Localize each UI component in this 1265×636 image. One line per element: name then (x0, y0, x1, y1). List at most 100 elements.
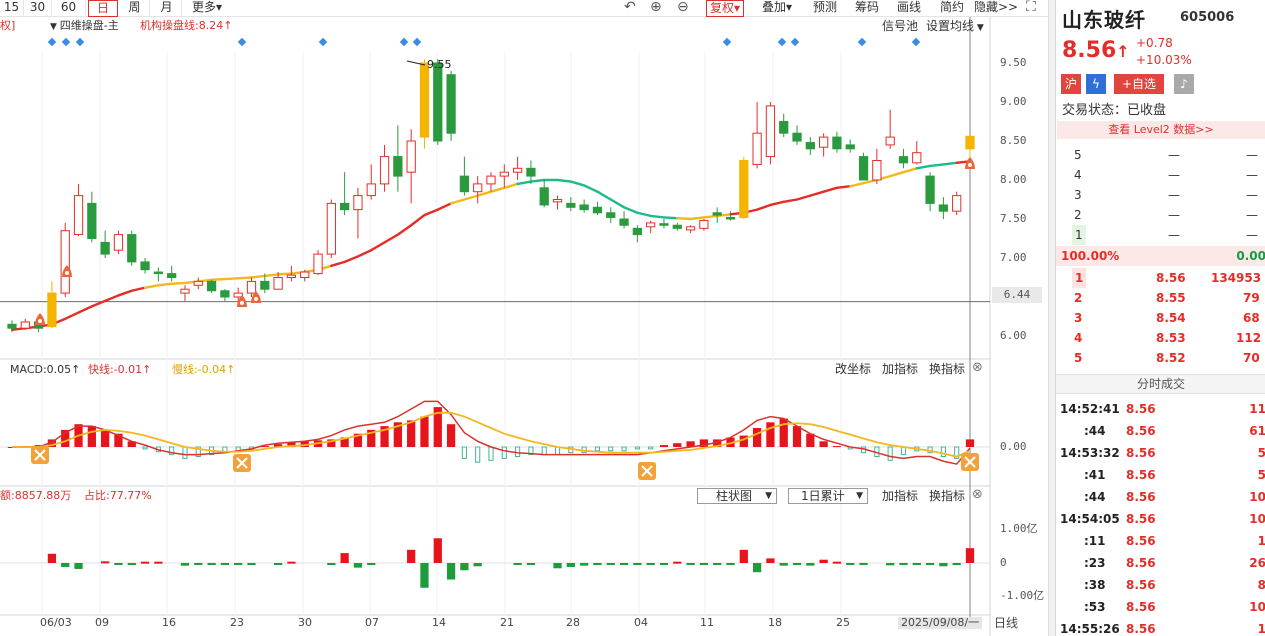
macd-bar (340, 437, 349, 447)
bid-price: 8.54 (1156, 311, 1186, 325)
inst-line-segment (529, 178, 546, 183)
close-icon[interactable]: ⊗ (972, 360, 983, 375)
chart-type-select[interactable]: 柱状图 ▼ (697, 488, 777, 504)
bid-level: 5 (1074, 351, 1083, 365)
switch-indicator-button[interactable]: 换指标 (929, 489, 966, 503)
fullscreen-icon[interactable]: ⛶ (1026, 0, 1036, 15)
period-15min[interactable]: 15 (0, 0, 24, 17)
candle (486, 172, 496, 192)
flow-bar (792, 563, 802, 565)
inst-line-segment (130, 286, 147, 292)
flow-bar (287, 561, 296, 564)
period-30min[interactable]: 30 (24, 0, 52, 17)
level2-link[interactable]: 查看 Level2 数据>> (1057, 121, 1265, 139)
candle (646, 220, 656, 234)
signal-diamond-icon (412, 37, 422, 47)
chip-button[interactable]: 筹码 (855, 0, 880, 14)
trade-time: :44 (1084, 490, 1106, 504)
macd-bar (752, 428, 762, 447)
candle (672, 222, 682, 231)
trade-row: 14:52:41 8.56 11 (1056, 398, 1265, 420)
flow-bar (513, 563, 522, 565)
candle-body (87, 202, 97, 239)
flow-bar (234, 563, 243, 565)
inst-line-segment (370, 241, 386, 252)
bid-level: 4 (1074, 331, 1083, 345)
flow-bar (633, 563, 642, 565)
ma-setting-button[interactable]: 设置均线 ▼ (926, 19, 984, 35)
fuquan-button[interactable]: 复权▾ (706, 0, 745, 17)
period-month[interactable]: 月 (152, 0, 182, 17)
lightning-icon[interactable]: ϟ (1086, 74, 1106, 94)
flow-bar (819, 559, 828, 563)
candle-body (592, 206, 603, 214)
candle (113, 230, 124, 255)
candle-body (140, 261, 150, 271)
indicator-name[interactable]: ▼ 四维操盘-主 (50, 19, 119, 34)
add-watchlist-button[interactable]: +自选 (1114, 74, 1164, 94)
inst-line-segment (250, 274, 267, 279)
candle-body (579, 204, 589, 211)
trade-price: 8.56 (1126, 468, 1156, 482)
candle-body (566, 202, 576, 208)
macd-slow-label: 慢线:-0.04 (172, 363, 227, 376)
candle-body (47, 292, 57, 328)
candle-body (406, 140, 416, 173)
period-day[interactable]: 日 (88, 0, 118, 17)
candle-body (845, 144, 855, 150)
candle-body (167, 273, 177, 279)
more-periods-button[interactable]: 更多▾ (192, 0, 222, 17)
close-icon[interactable]: ⊗ (972, 487, 983, 502)
inst-line-segment (143, 284, 160, 289)
candle-body (606, 212, 616, 218)
zoom-out-icon[interactable]: ⊖ (677, 0, 689, 15)
candle-body (739, 160, 749, 218)
forecast-button[interactable]: 预测 (813, 0, 838, 14)
macd-bar (766, 422, 775, 447)
flow-bar (114, 563, 123, 565)
kline-chart-area[interactable]: 15 30 60 日 周 月 更多▾ ↶ ⊕ ⊖ 复权▾ 叠加▾ 预测 筹码 画… (0, 0, 1048, 636)
undo-icon[interactable]: ↶ (624, 0, 636, 15)
switch-indicator-button[interactable]: 换指标 (929, 362, 966, 376)
candle (379, 144, 390, 192)
change-coord-button[interactable]: 改坐标 (835, 362, 872, 376)
candle-body (725, 216, 736, 220)
chart-canvas[interactable] (0, 17, 1048, 636)
macd-fast-value: 快线:-0.01↑ (88, 363, 151, 376)
trade-row: :53 8.56 10 (1056, 596, 1265, 618)
crosshair-price-tag: 6.44 (992, 287, 1042, 303)
inst-line-segment (423, 208, 439, 217)
chevron-down-icon: ▾ (734, 1, 741, 15)
hide-panel-button[interactable]: 隐藏>> (974, 0, 1019, 14)
add-indicator-button[interactable]: 加指标 (882, 489, 919, 503)
period-week[interactable]: 周 (120, 0, 150, 17)
overlay-button[interactable]: 叠加▾ (762, 0, 792, 17)
macd-fast-label: 快线:-0.01 (88, 363, 143, 376)
add-indicator-button[interactable]: 加指标 (882, 362, 919, 376)
date-tick: 18 (768, 616, 782, 629)
panel-splitter[interactable] (1048, 0, 1055, 636)
simple-mode-button[interactable]: 简约 (940, 0, 965, 14)
quote-panel: 山东玻纤 605006 8.56↑ +0.78 +10.03% 沪 ϟ +自选 … (1055, 0, 1265, 636)
inst-line-segment (596, 190, 612, 201)
candle (246, 277, 257, 297)
inst-line-segment (636, 211, 652, 218)
signal-pool-button[interactable]: 信号池 (882, 19, 919, 33)
inst-line-label: 机构操盘线:8.24 (140, 19, 224, 32)
zoom-in-icon[interactable]: ⊕ (650, 0, 662, 15)
fuquan-tag: 权] (0, 19, 16, 32)
macd-bar (779, 418, 788, 447)
inst-line-segment (795, 194, 812, 201)
rocket-window (254, 297, 258, 301)
trade-time: :38 (1084, 578, 1106, 592)
macd-fast-line (12, 400, 971, 465)
draw-line-button[interactable]: 画线 (897, 0, 922, 14)
chart-toolbar: 15 30 60 日 周 月 更多▾ ↶ ⊕ ⊖ 复权▾ 叠加▾ 预测 筹码 画… (0, 0, 1048, 17)
macd-bar (114, 433, 123, 447)
candle (286, 265, 297, 282)
period-60min[interactable]: 60 (52, 0, 86, 17)
flow-bar (673, 561, 682, 564)
candle-body (366, 183, 376, 197)
bell-icon[interactable]: ♪ (1174, 74, 1194, 94)
period-accum-select[interactable]: 1日累计 ▼ (788, 488, 868, 504)
